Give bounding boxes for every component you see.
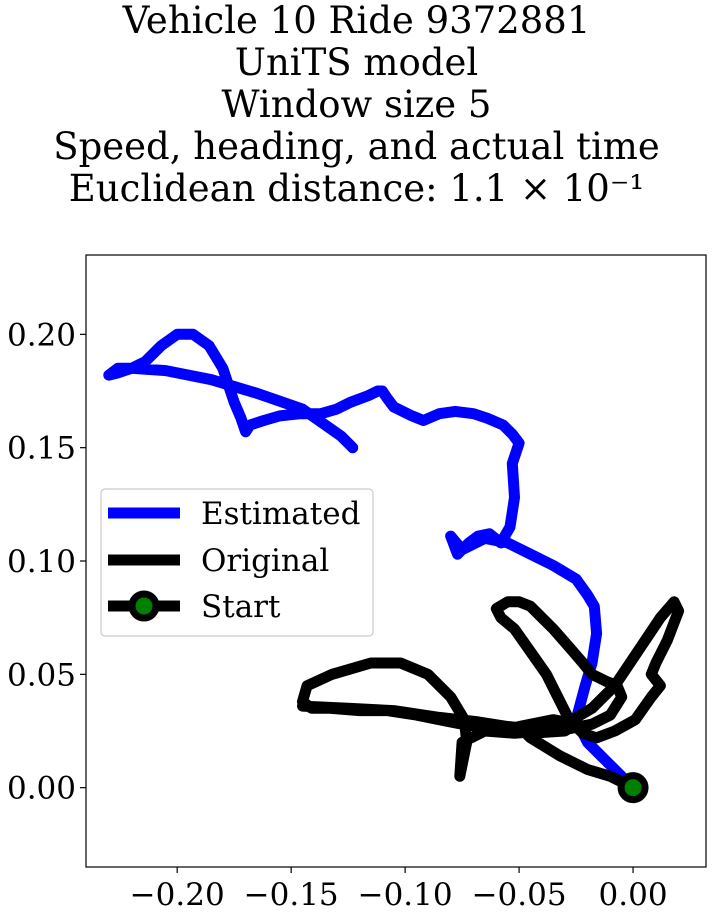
legend: Estimated Original Start — [100, 488, 374, 637]
x-tick-label: −0.10 — [358, 877, 453, 913]
title-line-5: Euclidean distance: 1.1 × 10⁻¹ — [68, 167, 645, 210]
x-tick-label: −0.15 — [244, 877, 339, 913]
title-line-1: Vehicle 10 Ride 9372881 — [122, 0, 591, 42]
series-layer — [103, 328, 685, 804]
y-tick-label: 0.15 — [7, 431, 76, 467]
y-axis: 0.00 0.05 0.10 0.15 0.20 — [7, 317, 86, 807]
y-tick-label: 0.20 — [7, 317, 76, 353]
x-tick-label: −0.05 — [472, 877, 567, 913]
title-line-4: Speed, heading, and actual time — [53, 125, 660, 168]
title-line-3: Window size 5 — [221, 83, 492, 126]
y-tick-label: 0.00 — [7, 771, 76, 807]
start-marker — [617, 772, 649, 804]
x-tick-label: −0.20 — [130, 877, 225, 913]
legend-box — [100, 488, 374, 637]
legend-label: Estimated — [201, 496, 360, 532]
x-tick-label: 0.00 — [599, 877, 668, 913]
y-tick-label: 0.05 — [7, 657, 76, 693]
series-line-estimated — [103, 328, 639, 794]
legend-label: Original — [201, 543, 329, 579]
series-line-original — [297, 596, 685, 794]
title-line-2: UniTS model — [234, 41, 479, 84]
legend-label: Start — [201, 589, 281, 625]
legend-start-marker — [128, 590, 160, 622]
x-axis: −0.20 −0.15 −0.10 −0.05 0.00 — [130, 867, 668, 913]
y-tick-label: 0.10 — [7, 544, 76, 580]
chart-title: Vehicle 10 Ride 9372881 UniTS model Wind… — [0, 0, 713, 210]
